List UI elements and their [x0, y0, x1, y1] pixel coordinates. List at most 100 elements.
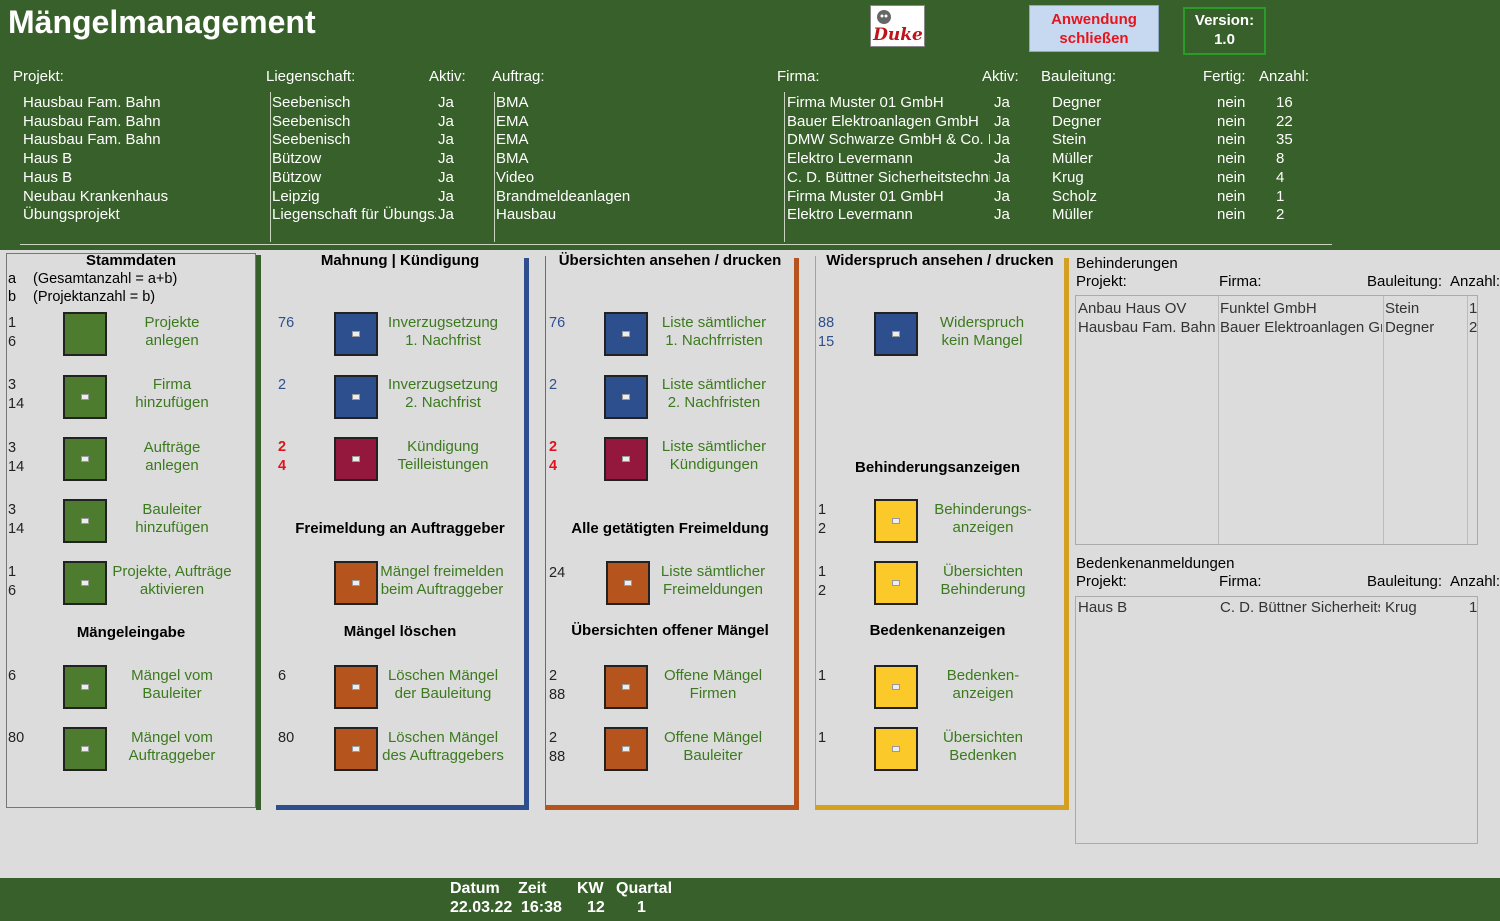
- list-item[interactable]: Bützow: [272, 150, 322, 168]
- list-item[interactable]: Ja: [438, 150, 454, 168]
- list-item[interactable]: Ja: [994, 206, 1010, 224]
- list-item[interactable]: Hausbau Fam. Bahn: [23, 112, 161, 130]
- bauleitung-list[interactable]: Degner Degner Stein Müller Krug Scholz Müller: [1052, 94, 1182, 225]
- anzahl-list[interactable]: 16 22 35 8 4 1 2: [1276, 94, 1316, 225]
- list-item[interactable]: Ja: [994, 187, 1010, 205]
- list-item[interactable]: Stein: [1385, 300, 1420, 317]
- list-item[interactable]: 2: [1469, 319, 1478, 336]
- list-item[interactable]: nein: [1217, 206, 1246, 224]
- auftrag-list[interactable]: BMA EMA EMA BMA Video Brandmeldeanlagen Hausba…: [496, 94, 776, 225]
- behinderungen-listbox[interactable]: Anbau Haus OV Hausbau Fam. Bahn Funktel G…: [1075, 295, 1478, 545]
- list-item[interactable]: Ja: [994, 168, 1010, 186]
- list-item[interactable]: Ja: [994, 131, 1010, 149]
- list-item[interactable]: Ja: [438, 94, 454, 111]
- list-item[interactable]: Haus B: [1078, 599, 1128, 616]
- list-item[interactable]: Ja: [438, 187, 454, 205]
- list-item[interactable]: 2: [1276, 206, 1285, 224]
- list-item[interactable]: Anbau Haus OV: [1078, 300, 1187, 317]
- maengel-auftraggeber-button[interactable]: [63, 727, 107, 771]
- list-item[interactable]: 1: [1469, 599, 1478, 616]
- list-item[interactable]: Neubau Krankenhaus: [23, 187, 169, 205]
- list-item[interactable]: Funktel GmbH: [1220, 300, 1317, 317]
- maengel-bauleiter-button[interactable]: [63, 665, 107, 709]
- projekte-aktivieren-button[interactable]: [63, 561, 107, 605]
- list-item[interactable]: Hausbau: [496, 206, 557, 224]
- list-item[interactable]: Krug: [1052, 168, 1084, 186]
- list-item[interactable]: Elektro Levermann: [787, 206, 913, 224]
- list-item[interactable]: C. D. Büttner Sicherheitstechnik: [787, 168, 990, 186]
- firma-hinzufuegen-button[interactable]: [63, 375, 107, 419]
- list-item[interactable]: Firma Muster 01 GmbH: [787, 94, 944, 111]
- bedenkenanzeigen-button[interactable]: [874, 665, 918, 709]
- liste-kuendigungen-button[interactable]: [604, 437, 648, 481]
- list-item[interactable]: Degner: [1385, 319, 1435, 336]
- list-item[interactable]: Degner: [1052, 112, 1102, 130]
- bedenken-listbox[interactable]: Haus B C. D. Büttner Sicherheitstechnik …: [1075, 596, 1478, 844]
- list-item[interactable]: Stein: [1052, 131, 1087, 149]
- list-item[interactable]: Liegenschaft für Übungszwecke: [272, 206, 436, 224]
- liegenschaft-list[interactable]: Seebenisch Seebenisch Seebenisch Bützow Bütz…: [272, 94, 436, 225]
- list-item[interactable]: nein: [1217, 168, 1246, 186]
- list-item[interactable]: Leipzig: [272, 187, 320, 205]
- bauleiter-hinzufuegen-button[interactable]: [63, 499, 107, 543]
- list-item[interactable]: Ja: [994, 94, 1010, 111]
- loeschen-bauleitung-button[interactable]: [334, 665, 378, 709]
- list-item[interactable]: Ja: [438, 112, 454, 130]
- auftraege-anlegen-button[interactable]: [63, 437, 107, 481]
- offene-maengel-firmen-button[interactable]: [604, 665, 648, 709]
- list-item[interactable]: Krug: [1385, 599, 1417, 616]
- fertig-list[interactable]: nein nein nein nein nein nein nein: [1217, 94, 1257, 225]
- list-item[interactable]: BMA: [496, 150, 529, 168]
- offene-maengel-bauleiter-button[interactable]: [604, 727, 648, 771]
- list-item[interactable]: 8: [1276, 150, 1285, 168]
- liste-nachfrist-2-button[interactable]: [604, 375, 648, 419]
- list-item[interactable]: Ja: [438, 206, 454, 224]
- list-item[interactable]: Bauer Elektroanlagen GmbH: [1220, 319, 1382, 336]
- aktiv-firma-list[interactable]: Ja Ja Ja Ja Ja Ja Ja: [994, 94, 1034, 225]
- close-application-button[interactable]: Anwendung schließen: [1029, 5, 1159, 52]
- list-item[interactable]: nein: [1217, 131, 1246, 149]
- list-item[interactable]: Übungsprojekt: [23, 206, 120, 224]
- list-item[interactable]: Firma Muster 01 GmbH: [787, 187, 944, 205]
- list-item[interactable]: Video: [496, 168, 535, 186]
- list-item[interactable]: Haus B: [23, 168, 73, 186]
- list-item[interactable]: Seebenisch: [272, 112, 351, 130]
- list-item[interactable]: Seebenisch: [272, 94, 351, 111]
- list-item[interactable]: Degner: [1052, 94, 1102, 111]
- list-item[interactable]: 16: [1276, 94, 1293, 111]
- projekt-list[interactable]: Hausbau Fam. Bahn Hausbau Fam. Bahn Hausba…: [23, 94, 263, 225]
- list-item[interactable]: Bützow: [272, 168, 322, 186]
- aktiv-list[interactable]: Ja Ja Ja Ja Ja Ja Ja: [438, 94, 478, 225]
- list-item[interactable]: Ja: [994, 112, 1010, 130]
- list-item[interactable]: nein: [1217, 94, 1246, 111]
- list-item[interactable]: Haus B: [23, 150, 73, 168]
- liste-freimeldungen-button[interactable]: [606, 561, 650, 605]
- widerspruch-button[interactable]: [874, 312, 918, 356]
- list-item[interactable]: Ja: [994, 150, 1010, 168]
- kuendigung-button[interactable]: [334, 437, 378, 481]
- list-item[interactable]: 35: [1276, 131, 1293, 149]
- list-item[interactable]: Ja: [438, 131, 454, 149]
- list-item[interactable]: DMW Schwarze GmbH & Co. KG: [787, 131, 990, 149]
- list-item[interactable]: 1: [1276, 187, 1285, 205]
- list-item[interactable]: Bauer Elektroanlagen GmbH: [787, 112, 979, 130]
- uebersicht-bedenken-button[interactable]: [874, 727, 918, 771]
- list-item[interactable]: Hausbau Fam. Bahn: [23, 131, 161, 149]
- list-item[interactable]: 1: [1469, 300, 1478, 317]
- list-item[interactable]: Müller: [1052, 206, 1093, 224]
- list-item[interactable]: EMA: [496, 131, 529, 149]
- list-item[interactable]: nein: [1217, 187, 1246, 205]
- projekte-anlegen-button[interactable]: [63, 312, 107, 356]
- list-item[interactable]: Ja: [438, 168, 454, 186]
- list-item[interactable]: 4: [1276, 168, 1285, 186]
- list-item[interactable]: Hausbau Fam. Bahn: [1078, 319, 1216, 336]
- list-item[interactable]: Elektro Levermann: [787, 150, 913, 168]
- maengel-freimelden-button[interactable]: [334, 561, 378, 605]
- list-item[interactable]: Hausbau Fam. Bahn: [23, 94, 161, 111]
- liste-nachfrist-1-button[interactable]: [604, 312, 648, 356]
- loeschen-auftraggeber-button[interactable]: [334, 727, 378, 771]
- inverzugsetzung-2-button[interactable]: [334, 375, 378, 419]
- inverzugsetzung-1-button[interactable]: [334, 312, 378, 356]
- list-item[interactable]: 22: [1276, 112, 1293, 130]
- list-item[interactable]: C. D. Büttner Sicherheitstechnik: [1220, 599, 1380, 616]
